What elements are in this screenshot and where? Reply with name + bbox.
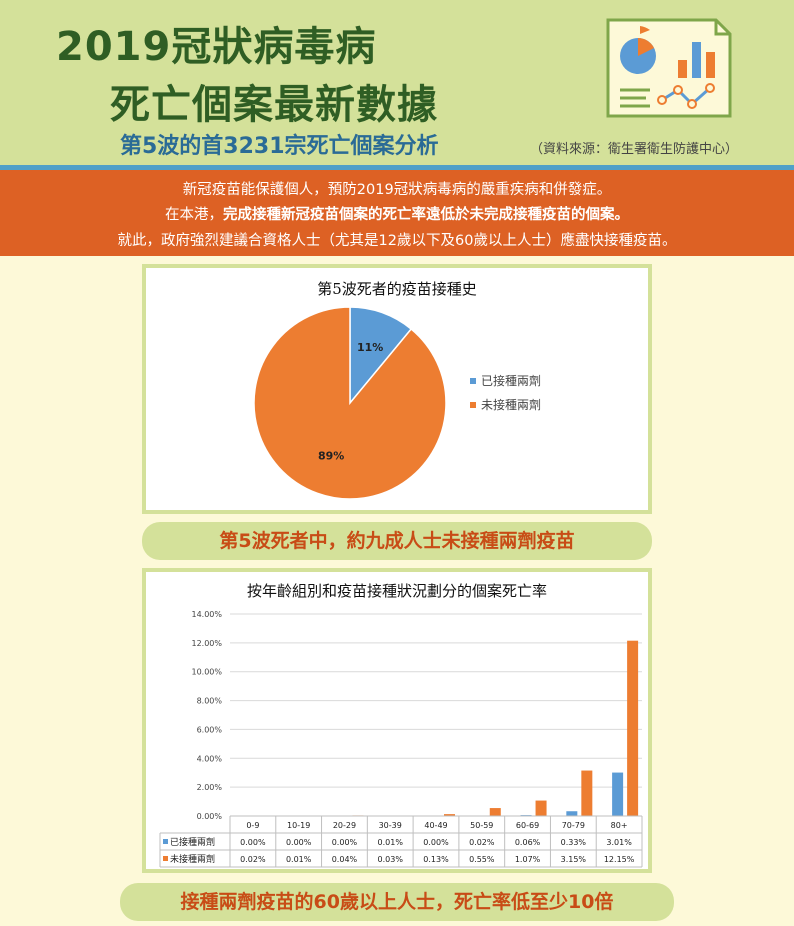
banner-line1: 新冠疫苗能保護個人，預防2019冠狀病毒病的嚴重疾病和併發症。 — [182, 182, 612, 198]
bar-chart-title: 按年齡組別和疫苗接種狀況劃分的個案死亡率 — [246, 582, 547, 600]
x-category-label: 60-69 — [516, 821, 539, 830]
x-category-label: 80+ — [611, 821, 628, 830]
divider-stripe — [0, 165, 794, 170]
table-cell: 3.01% — [606, 838, 632, 847]
pie-legend-swatch-0 — [470, 378, 476, 384]
bar-1-8 — [627, 640, 639, 816]
pie-value-label-0: 11% — [357, 341, 383, 354]
bar-chart: 0.00% 2.00% 4.00% 6.00% 8.00% 10.00% 12.00% 14.… — [159, 610, 643, 868]
x-category-label: 0-9 — [246, 821, 259, 830]
x-category-label: 20-29 — [333, 821, 356, 830]
table-cell: 0.13% — [423, 855, 449, 864]
table-series-name-1: 未接種兩劑 — [170, 853, 215, 865]
pie-chart-panel: 第5波死者的疫苗接種史 11% 89% 已接種兩劑未接種兩劑 — [142, 264, 652, 514]
banner-line3: 就此，政府強烈建議合資格人士（尤其是12歲以下及60歲以上人士）應盡快接種疫苗。 — [117, 233, 677, 249]
pie-legend-label-1: 未接種兩劑 — [481, 397, 541, 412]
y-tick-label: 6.00% — [197, 725, 223, 734]
x-category-label: 40-49 — [424, 821, 447, 830]
table-cell: 0.55% — [469, 855, 495, 864]
table-series-name-0: 已接種兩劑 — [170, 836, 215, 848]
table-cell: 0.01% — [286, 855, 312, 864]
bar-summary-pill: 接種兩劑疫苗的60歲以上人士，死亡率低至少10倍 — [120, 883, 674, 921]
x-category-label: 50-59 — [470, 821, 493, 830]
info-banner: 新冠疫苗能保護個人，預防2019冠狀病毒病的嚴重疾病和併發症。 在本港，完成接種… — [0, 170, 794, 256]
bar-1-6 — [535, 800, 547, 816]
y-tick-label: 14.00% — [191, 610, 222, 619]
y-tick-label: 8.00% — [197, 697, 223, 706]
y-tick-label: 10.00% — [191, 668, 222, 677]
table-cell: 0.01% — [378, 838, 404, 847]
table-cell: 0.00% — [423, 838, 449, 847]
bar-1-4 — [444, 814, 455, 816]
chart-document-icon — [606, 18, 732, 118]
data-source: （資料來源：衛生署衛生防護中心） — [530, 142, 739, 157]
table-cell: 0.33% — [561, 838, 587, 847]
x-category-label: 70-79 — [562, 821, 585, 830]
table-cell: 0.04% — [332, 855, 358, 864]
banner-line2-pre: 在本港， — [165, 207, 223, 223]
bar-0-8 — [612, 772, 624, 816]
table-cell: 12.15% — [604, 855, 635, 864]
table-cell: 0.06% — [515, 838, 541, 847]
page-title-line1: 2019冠狀病毒病 — [56, 24, 377, 70]
pie-summary-pill: 第5波死者中，約九成人士未接種兩劑疫苗 — [142, 522, 652, 560]
table-cell: 0.02% — [469, 838, 495, 847]
table-cell: 0.03% — [378, 855, 404, 864]
banner-line2-bold: 完成接種新冠疫苗個案的死亡率遠低於未完成接種疫苗的個案。 — [223, 207, 629, 223]
table-cell: 0.00% — [332, 838, 358, 847]
table-legend-swatch-0 — [163, 839, 168, 844]
pie-value-label-1: 89% — [318, 449, 344, 462]
y-tick-label: 2.00% — [197, 783, 223, 792]
pie-legend-label-0: 已接種兩劑 — [481, 373, 541, 388]
bar-1-7 — [581, 770, 593, 816]
pie-chart-title: 第5波死者的疫苗接種史 — [317, 280, 477, 298]
table-cell: 0.02% — [240, 855, 266, 864]
bar-chart-panel: 按年齡組別和疫苗接種狀況劃分的個案死亡率 0.00% 2.00% 4.00% 6.00… — [142, 568, 652, 873]
banner-line2: 在本港，完成接種新冠疫苗個案的死亡率遠低於未完成接種疫苗的個案。 — [0, 203, 794, 224]
table-legend-swatch-1 — [163, 856, 168, 861]
table-cell: 0.00% — [240, 838, 266, 847]
bar-0-7 — [566, 811, 578, 816]
pie-slice-1 — [253, 306, 447, 500]
pie-slice-0 — [349, 306, 413, 406]
y-tick-label: 4.00% — [197, 754, 223, 763]
y-tick-label: 12.00% — [191, 639, 222, 648]
table-cell: 3.15% — [561, 855, 587, 864]
x-category-label: 30-39 — [379, 821, 402, 830]
table-cell: 0.00% — [286, 838, 312, 847]
header: 2019冠狀病毒病 死亡個案最新數據 第5波的首3231宗死亡個案分析 （資料來… — [0, 0, 794, 165]
page-title-line2: 死亡個案最新數據 — [110, 82, 438, 128]
x-category-label: 10-19 — [287, 821, 310, 830]
page-subtitle: 第5波的首3231宗死亡個案分析 — [120, 134, 439, 159]
y-tick-label: 0.00% — [197, 812, 223, 821]
table-cell: 1.07% — [515, 855, 541, 864]
bar-1-5 — [489, 808, 501, 816]
pie-legend-swatch-1 — [470, 402, 476, 408]
